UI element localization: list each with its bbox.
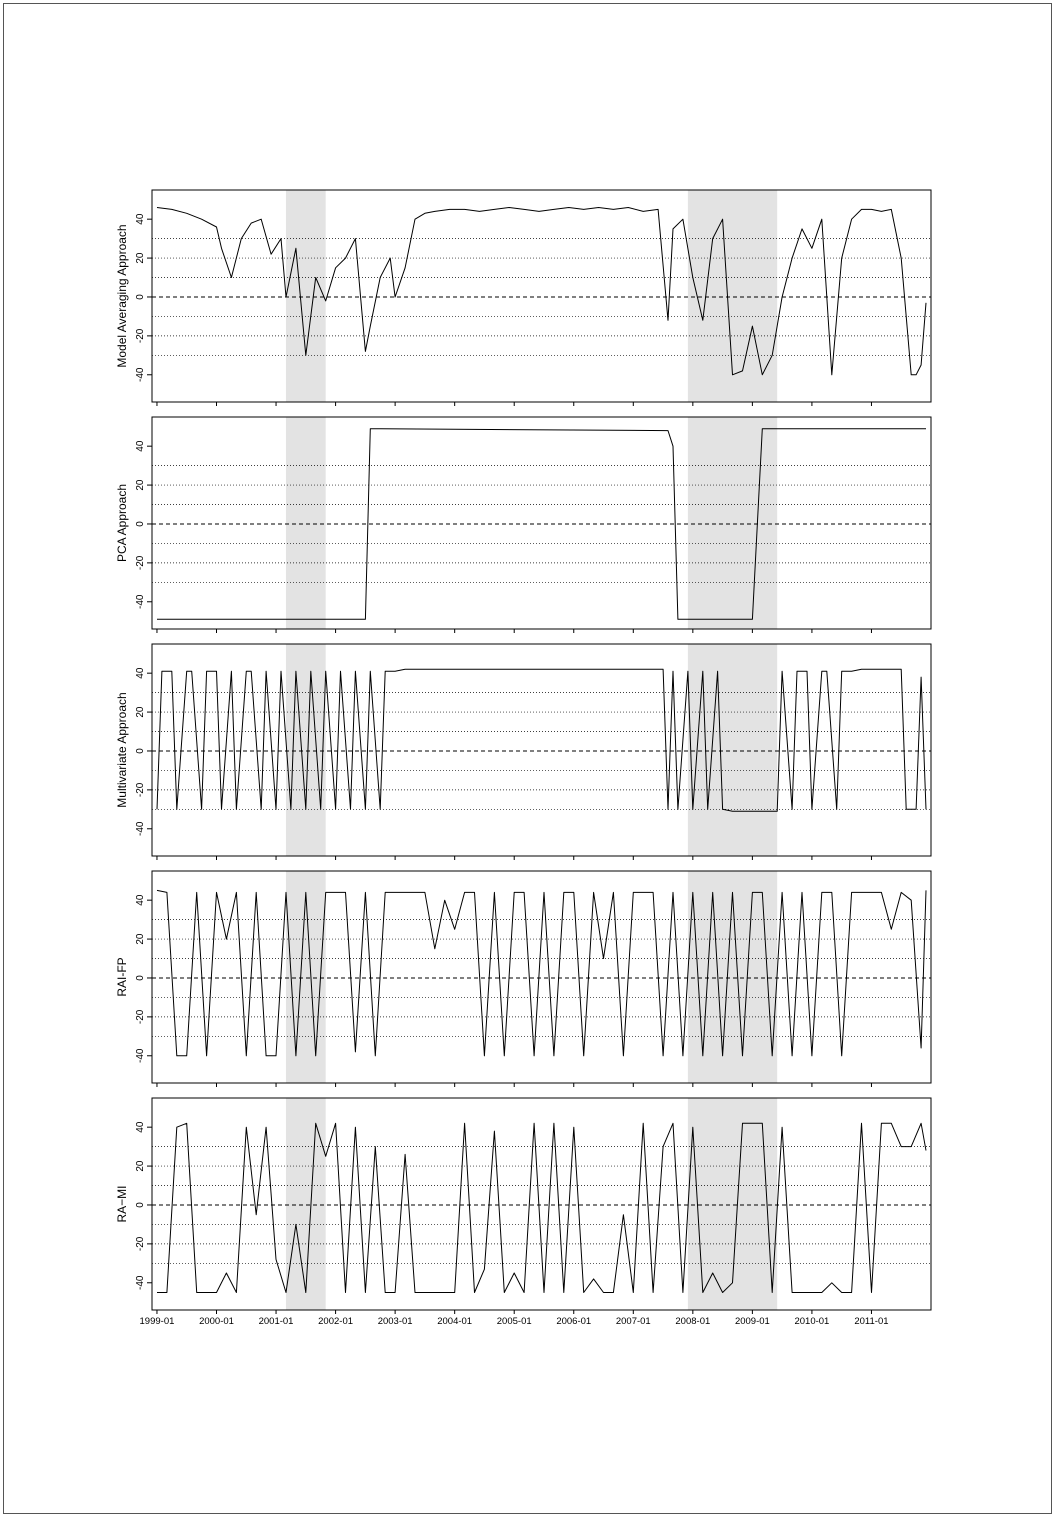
panel-frame bbox=[151, 416, 932, 630]
y-tick-label: -40 bbox=[135, 1275, 146, 1290]
x-tick-label: 2008-01 bbox=[675, 1316, 710, 1327]
y-tick-label: -20 bbox=[135, 328, 146, 343]
y-tick-label: 40 bbox=[135, 440, 146, 452]
x-tick-label: 2007-01 bbox=[616, 1316, 651, 1327]
y-tick-label: 20 bbox=[135, 706, 146, 718]
y-axis-label: PCA Approach bbox=[115, 484, 129, 562]
y-tick-label: 0 bbox=[135, 748, 146, 754]
y-tick-label: 0 bbox=[135, 1202, 146, 1208]
recession-shade bbox=[285, 1098, 326, 1310]
recession-shade bbox=[687, 417, 778, 629]
y-tick-label: 20 bbox=[135, 252, 146, 264]
recession-shade bbox=[687, 644, 778, 856]
series-line-2 bbox=[157, 428, 926, 620]
recession-shade bbox=[285, 190, 326, 402]
y-axis-label: RAI-FP bbox=[115, 957, 129, 996]
y-tick-label: 40 bbox=[135, 1121, 146, 1133]
series-line-5 bbox=[157, 1122, 927, 1293]
recession-shade bbox=[285, 871, 326, 1083]
recession-shade bbox=[687, 190, 778, 402]
series-line-3 bbox=[156, 668, 927, 812]
x-tick-label: 2003-01 bbox=[378, 1316, 413, 1327]
x-tick-label: 2010-01 bbox=[794, 1316, 829, 1327]
x-tick-label: 2005-01 bbox=[497, 1316, 532, 1327]
series-line-4 bbox=[156, 889, 927, 1057]
panel-frame bbox=[151, 643, 932, 857]
x-tick-label: 2006-01 bbox=[556, 1316, 591, 1327]
y-tick-label: -40 bbox=[135, 1048, 146, 1063]
y-tick-label: 0 bbox=[135, 975, 146, 981]
x-tick-label: 1999-01 bbox=[140, 1316, 175, 1327]
panel-frame bbox=[151, 1097, 932, 1311]
page-frame bbox=[3, 3, 1052, 1514]
y-tick-label: -40 bbox=[135, 367, 146, 382]
y-tick-label: 40 bbox=[135, 213, 146, 225]
y-tick-label: -40 bbox=[135, 594, 146, 609]
y-axis-label: Model Averaging Approach bbox=[115, 224, 129, 367]
y-tick-label: -20 bbox=[135, 555, 146, 570]
x-tick-label: 2000-01 bbox=[199, 1316, 234, 1327]
panel-frame bbox=[151, 189, 932, 403]
series-line-1 bbox=[156, 207, 927, 376]
y-axis-label: Multivariate Approach bbox=[115, 692, 129, 807]
panel-frame bbox=[151, 870, 932, 1084]
x-tick-label: 2002-01 bbox=[318, 1316, 353, 1327]
y-tick-label: 40 bbox=[135, 667, 146, 679]
x-tick-label: 2009-01 bbox=[735, 1316, 770, 1327]
recession-shade bbox=[285, 417, 326, 629]
y-tick-label: -20 bbox=[135, 782, 146, 797]
y-tick-label: -20 bbox=[135, 1009, 146, 1024]
y-tick-label: 20 bbox=[135, 933, 146, 945]
y-tick-label: 0 bbox=[135, 521, 146, 527]
y-tick-label: -20 bbox=[135, 1236, 146, 1251]
x-tick-label: 2004-01 bbox=[437, 1316, 472, 1327]
y-tick-label: 40 bbox=[135, 894, 146, 906]
y-tick-label: 0 bbox=[135, 294, 146, 300]
y-tick-label: -40 bbox=[135, 821, 146, 836]
y-tick-label: 20 bbox=[135, 479, 146, 491]
recession-shade bbox=[687, 871, 778, 1083]
y-tick-label: 20 bbox=[135, 1160, 146, 1172]
x-tick-label: 2011-01 bbox=[854, 1316, 888, 1327]
y-axis-label: RA−MI bbox=[115, 1185, 129, 1222]
recession-shade bbox=[285, 644, 326, 856]
x-tick-label: 2001-01 bbox=[259, 1316, 294, 1327]
